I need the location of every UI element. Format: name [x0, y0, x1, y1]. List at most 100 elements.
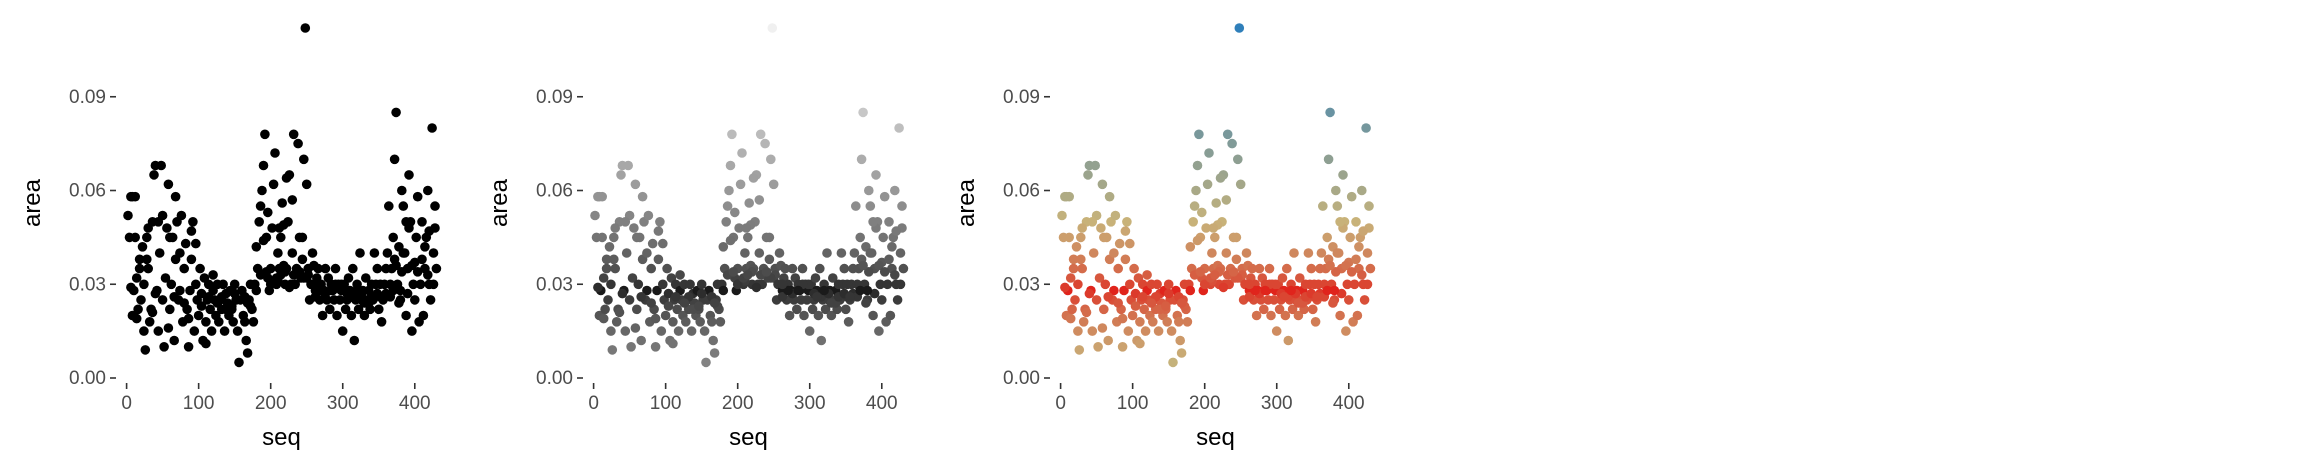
- data-point: [1210, 232, 1220, 243]
- data-point: [768, 179, 779, 190]
- data-point: [228, 317, 238, 327]
- data-point: [297, 232, 308, 243]
- data-point: [807, 304, 818, 315]
- data-point: [1346, 191, 1357, 202]
- data-point: [1266, 310, 1276, 321]
- data-point: [251, 285, 262, 296]
- data-point: [374, 304, 384, 315]
- data-point: [1331, 185, 1341, 196]
- data-point: [734, 223, 744, 233]
- data-point: [820, 304, 831, 315]
- y-tick-label: 0.06: [69, 181, 106, 202]
- data-point: [743, 270, 753, 280]
- data-point: [695, 317, 705, 327]
- data-point: [1244, 279, 1255, 290]
- data-point: [1068, 263, 1079, 274]
- y-axis-title: area: [19, 178, 46, 227]
- x-tick-label: 400: [866, 393, 898, 414]
- data-point: [232, 326, 243, 336]
- data-point: [179, 263, 189, 274]
- data-point: [660, 310, 671, 321]
- data-point: [861, 298, 871, 308]
- data-point: [874, 326, 884, 336]
- data-point: [276, 270, 286, 280]
- data-point: [316, 285, 326, 296]
- data-point: [1335, 310, 1345, 321]
- data-point: [412, 267, 423, 277]
- data-point: [1065, 273, 1076, 283]
- y-tick-label: 0.03: [536, 274, 573, 295]
- data-point: [398, 201, 409, 211]
- data-point: [1163, 279, 1174, 290]
- data-point: [268, 179, 279, 190]
- data-point: [425, 295, 436, 305]
- data-point: [415, 279, 426, 290]
- data-point: [1057, 210, 1067, 221]
- data-point: [1188, 217, 1198, 227]
- data-point: [890, 185, 900, 196]
- scatter-panel-black: 0.00 0.03 0.06 0.09 0 100 200 300 400 seq area: [19, 23, 442, 451]
- data-point: [670, 292, 681, 302]
- data-point: [715, 317, 726, 327]
- data-point: [1091, 295, 1102, 305]
- data-point: [1103, 335, 1113, 346]
- data-point: [359, 310, 370, 321]
- data-point: [708, 335, 718, 346]
- data-point: [180, 238, 191, 249]
- data-point: [732, 279, 743, 290]
- data-point: [754, 248, 765, 258]
- data-point: [597, 232, 607, 243]
- data-point: [636, 292, 646, 302]
- data-point: [802, 295, 812, 305]
- data-point: [388, 285, 399, 296]
- data-point: [1096, 223, 1106, 233]
- data-point: [1329, 285, 1340, 296]
- data-point: [845, 292, 855, 302]
- data-point: [632, 232, 642, 243]
- data-point: [629, 223, 639, 233]
- data-point: [205, 304, 215, 315]
- data-point: [1331, 267, 1341, 277]
- data-point: [355, 248, 365, 258]
- data-point: [792, 304, 802, 315]
- x-axis-title: seq: [1196, 424, 1235, 451]
- data-point: [1279, 292, 1289, 302]
- data-point: [143, 223, 153, 233]
- x-tick-label: 100: [1117, 393, 1149, 414]
- data-point: [1130, 301, 1141, 311]
- x-tick-label: 0: [121, 393, 132, 414]
- data-point: [1277, 273, 1288, 283]
- data-point: [874, 260, 884, 271]
- data-point: [884, 217, 894, 227]
- data-point: [787, 263, 798, 274]
- data-point: [610, 263, 620, 274]
- data-point: [183, 313, 194, 324]
- data-point: [658, 279, 668, 290]
- data-point: [672, 304, 682, 315]
- data-point: [646, 263, 656, 274]
- data-point: [617, 288, 628, 299]
- data-point: [1325, 260, 1335, 271]
- data-point: [607, 345, 618, 355]
- data-point: [127, 191, 138, 202]
- data-point: [175, 285, 185, 296]
- data-point: [1125, 279, 1135, 290]
- data-point: [868, 217, 878, 227]
- y-tick-label: 0.00: [69, 368, 106, 389]
- data-point: [176, 210, 187, 221]
- data-point: [1090, 160, 1100, 171]
- data-point: [206, 326, 217, 336]
- y-tick-label: 0.00: [1003, 368, 1040, 389]
- data-point: [1110, 210, 1121, 221]
- data-point: [686, 326, 697, 336]
- data-point: [234, 357, 244, 368]
- data-point: [627, 273, 638, 283]
- data-point: [869, 288, 880, 299]
- data-point: [1129, 263, 1139, 274]
- data-point: [277, 198, 288, 208]
- data-point: [1235, 179, 1246, 190]
- data-point: [793, 285, 803, 296]
- data-point: [718, 242, 729, 252]
- x-tick-label: 100: [183, 393, 215, 414]
